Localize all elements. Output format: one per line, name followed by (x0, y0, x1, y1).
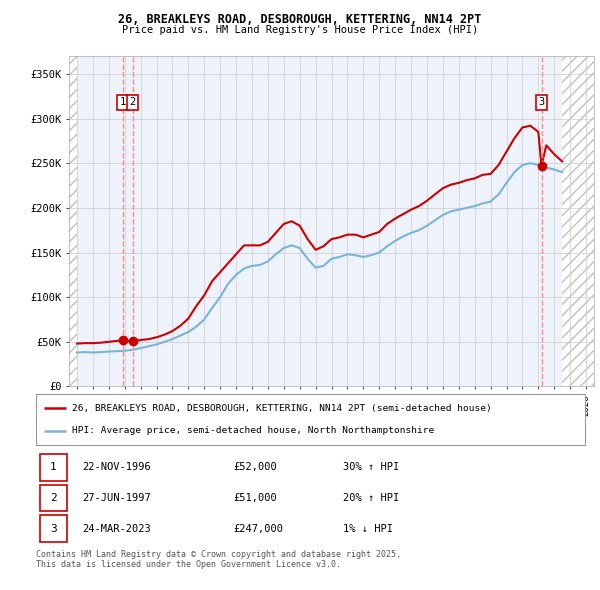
FancyBboxPatch shape (40, 454, 67, 481)
Text: 2: 2 (130, 97, 136, 107)
Text: 3: 3 (50, 523, 57, 533)
Text: £52,000: £52,000 (233, 463, 277, 473)
Text: £247,000: £247,000 (233, 523, 284, 533)
Text: Price paid vs. HM Land Registry's House Price Index (HPI): Price paid vs. HM Land Registry's House … (122, 25, 478, 35)
Text: 2: 2 (50, 493, 57, 503)
FancyBboxPatch shape (40, 515, 67, 542)
Text: 30% ↑ HPI: 30% ↑ HPI (343, 463, 400, 473)
Bar (69, 56, 77, 386)
Bar (77, 56, 562, 386)
Text: 27-JUN-1997: 27-JUN-1997 (83, 493, 151, 503)
Bar (562, 56, 594, 386)
Text: 1: 1 (120, 97, 126, 107)
FancyBboxPatch shape (40, 484, 67, 512)
Text: 1% ↓ HPI: 1% ↓ HPI (343, 523, 394, 533)
Text: 26, BREAKLEYS ROAD, DESBOROUGH, KETTERING, NN14 2PT (semi-detached house): 26, BREAKLEYS ROAD, DESBOROUGH, KETTERIN… (71, 404, 491, 412)
Text: 22-NOV-1996: 22-NOV-1996 (83, 463, 151, 473)
Text: 1: 1 (50, 463, 57, 473)
Text: 26, BREAKLEYS ROAD, DESBOROUGH, KETTERING, NN14 2PT: 26, BREAKLEYS ROAD, DESBOROUGH, KETTERIN… (118, 13, 482, 26)
Text: Contains HM Land Registry data © Crown copyright and database right 2025.
This d: Contains HM Land Registry data © Crown c… (36, 550, 401, 569)
Text: £51,000: £51,000 (233, 493, 277, 503)
Text: HPI: Average price, semi-detached house, North Northamptonshire: HPI: Average price, semi-detached house,… (71, 427, 434, 435)
Text: 24-MAR-2023: 24-MAR-2023 (83, 523, 151, 533)
Text: 20% ↑ HPI: 20% ↑ HPI (343, 493, 400, 503)
Text: 3: 3 (538, 97, 545, 107)
